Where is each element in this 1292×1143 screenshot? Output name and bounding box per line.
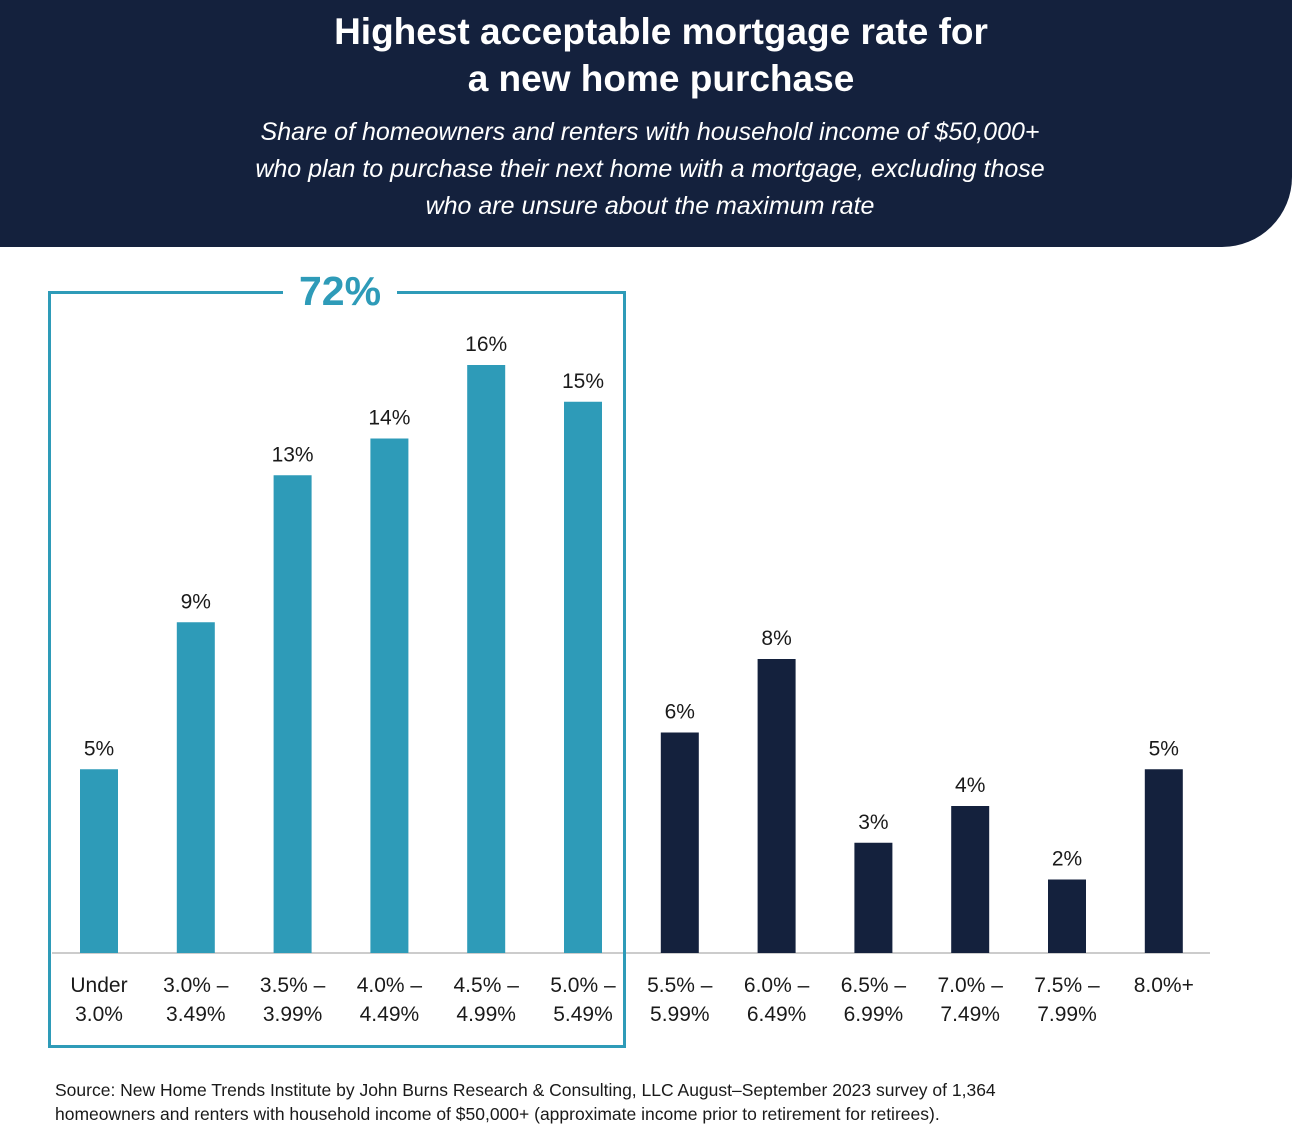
- bar-value-label: 9%: [181, 590, 211, 613]
- bar-value-label: 5%: [84, 737, 114, 760]
- chart-title: Highest acceptable mortgage rate for a n…: [0, 8, 1292, 102]
- bar-value-label: 16%: [465, 333, 507, 356]
- bar: [80, 769, 118, 953]
- bar: [660, 732, 699, 953]
- category-tick-label: 4.99%: [456, 1003, 516, 1026]
- chart-subtitle-line-1: Share of homeowners and renters with hou…: [260, 118, 1040, 146]
- category-tick-label: 7.5% –: [1034, 974, 1100, 997]
- category-tick-label: 3.99%: [263, 1003, 323, 1026]
- bar: [273, 475, 312, 953]
- source-line-1: Source: New Home Trends Institute by Joh…: [55, 1080, 996, 1100]
- header-banner: Highest acceptable mortgage rate for a n…: [0, 0, 1292, 247]
- category-tick-label: 5.49%: [553, 1003, 613, 1026]
- source-line-2: homeowners and renters with household in…: [55, 1104, 940, 1124]
- chart-subtitle-line-2: who plan to purchase their next home wit…: [255, 155, 1045, 183]
- source-note: Source: New Home Trends Institute by Joh…: [55, 1078, 1265, 1126]
- category-tick-label: 7.99%: [1037, 1003, 1097, 1026]
- category-tick-label: 6.49%: [747, 1003, 807, 1026]
- category-tick-label: 3.0% –: [163, 974, 229, 997]
- bar-value-label: 5%: [1149, 737, 1179, 760]
- bar-value-label: 13%: [272, 443, 314, 466]
- highlight-box: [48, 291, 626, 1048]
- chart-subtitle-line-3: who are unsure about the maximum rate: [425, 192, 875, 220]
- bar-value-label: 8%: [761, 627, 791, 650]
- category-tick-label: 3.49%: [166, 1003, 226, 1026]
- bar: [467, 365, 506, 953]
- category-tick-label: 5.99%: [650, 1003, 710, 1026]
- bar: [176, 622, 215, 953]
- chart-title-line-2: a new home purchase: [467, 58, 855, 99]
- category-tick-label: 3.5% –: [260, 974, 326, 997]
- category-tick-label: 3.0%: [75, 1003, 123, 1026]
- category-tick-label: Under: [70, 974, 127, 997]
- bar: [1144, 769, 1183, 953]
- category-tick-label: 6.0% –: [744, 974, 810, 997]
- bar-value-label: 15%: [562, 370, 604, 393]
- category-tick-label: 4.5% –: [454, 974, 520, 997]
- category-tick-label: 4.0% –: [357, 974, 423, 997]
- category-tick-label: 8.0%+: [1134, 974, 1194, 997]
- category-tick-label: 4.49%: [360, 1003, 420, 1026]
- bar: [564, 401, 602, 953]
- category-tick-label: 7.49%: [940, 1003, 1000, 1026]
- highlight-total-label: 72%: [283, 266, 397, 316]
- bar: [370, 438, 409, 953]
- category-tick-label: 5.5% –: [647, 974, 713, 997]
- bar: [854, 842, 893, 953]
- bar-value-label: 2%: [1052, 848, 1082, 871]
- bar-value-label: 3%: [858, 811, 888, 834]
- bar-value-label: 4%: [955, 774, 985, 797]
- category-tick-label: 7.0% –: [938, 974, 1004, 997]
- bar: [757, 659, 796, 953]
- bar-value-label: 6%: [665, 701, 695, 724]
- bar: [951, 806, 990, 953]
- category-tick-label: 6.5% –: [841, 974, 907, 997]
- category-tick-label: 6.99%: [844, 1003, 904, 1026]
- category-tick-label: 5.0% –: [550, 974, 616, 997]
- chart-title-line-1: Highest acceptable mortgage rate for: [334, 11, 988, 52]
- bar-value-label: 14%: [368, 407, 410, 430]
- chart-subtitle: Share of homeowners and renters with hou…: [0, 114, 1292, 225]
- bar: [1048, 879, 1086, 953]
